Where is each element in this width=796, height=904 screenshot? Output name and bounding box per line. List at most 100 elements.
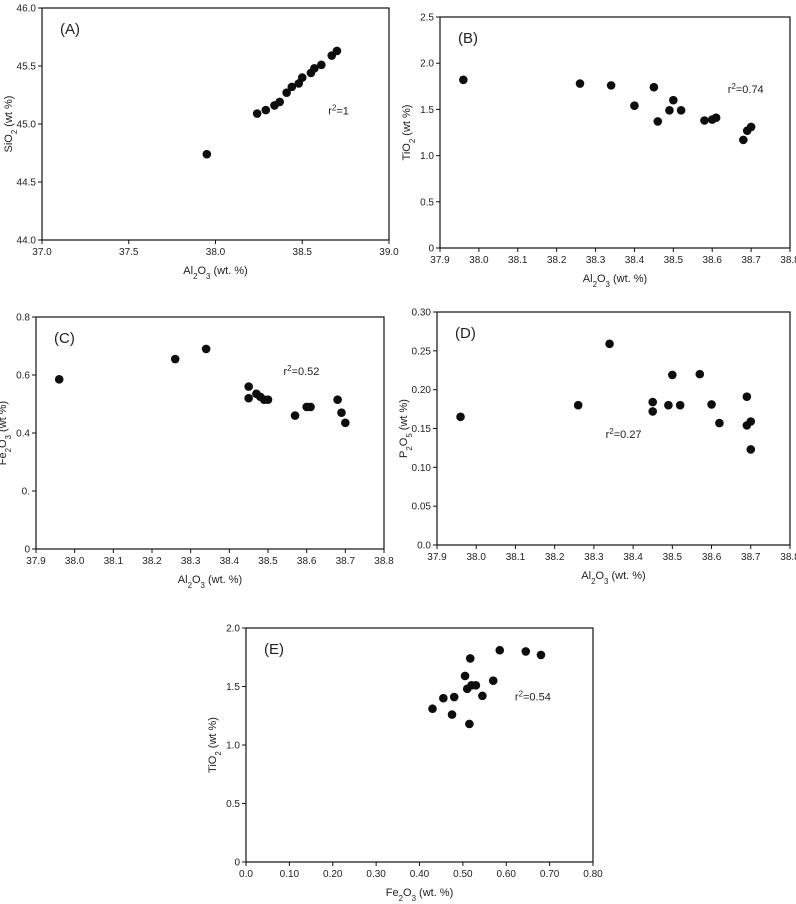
x-tick-label: 37.5 [119, 247, 139, 258]
r-squared-annotation: r2=1 [328, 103, 349, 118]
data-point [460, 671, 470, 681]
data-point [471, 681, 481, 690]
x-tick-label: 38.1 [508, 255, 528, 266]
panel-label: (B) [458, 30, 478, 47]
data-point [465, 654, 475, 663]
y-tick-label: 0.30 [412, 308, 432, 319]
scatter-panel-a: 37.0 37.5 38.0 38.5 39.0 44.0 44.5 45.0 45.5 46.0… [3, 4, 399, 281]
y-axis-title: TiO2 (wt %) [401, 105, 417, 161]
y-tick-label: 0.4 [16, 429, 30, 440]
panel-label: (D) [455, 325, 476, 342]
data-point [648, 407, 658, 416]
data-point [261, 105, 271, 115]
y-axis-title: SiO2 (wt %) [3, 96, 19, 153]
y-tick-label: 0. [22, 487, 30, 498]
data-point [606, 81, 616, 90]
y-axis-title: TiO2 (wt %) [207, 717, 223, 773]
x-axis-title: Fe2O3 (wt. %) [386, 887, 454, 903]
data-point [317, 60, 326, 70]
y-axis-title: Fe2O3 (wt %) [0, 401, 13, 465]
data-point [306, 402, 315, 412]
data-point [695, 369, 705, 379]
data-point [263, 395, 273, 404]
data-point [649, 82, 659, 92]
y-tick-label: 44.5 [17, 178, 37, 189]
data-point [707, 400, 716, 409]
data-point [459, 75, 468, 85]
data-point [456, 412, 465, 422]
data-point [536, 650, 546, 660]
x-tick-label: 38.4 [220, 556, 240, 567]
x-axis-title: Al2O3 (wt. %) [581, 570, 645, 586]
plot-frame [41, 7, 390, 241]
panel-label: (E) [264, 641, 284, 658]
data-point [244, 393, 253, 403]
data-point [742, 392, 752, 401]
x-axis-title: Al2O3 (wt. %) [178, 574, 242, 590]
x-tick-label: 0.80 [583, 869, 603, 880]
x-tick-label: 38.1 [104, 556, 124, 567]
r-squared-annotation: r2=0.74 [728, 81, 764, 96]
data-point [447, 710, 457, 719]
x-tick-label: 37.9 [26, 556, 46, 567]
y-tick-label: 1.5 [420, 105, 434, 116]
data-point [746, 122, 756, 132]
r-squared-annotation: r2=0.27 [606, 426, 642, 441]
x-tick-label: 0.30 [366, 869, 386, 880]
y-tick-label: 2.0 [420, 59, 434, 70]
x-tick-label: 38.5 [293, 247, 313, 258]
data-point [275, 97, 284, 107]
y-tick-label: 2.0 [226, 624, 240, 635]
y-tick-label: 0.0 [417, 541, 431, 552]
x-tick-label: 38.8 [780, 552, 796, 563]
scatter-panel-b: 37.9 38.0 38.1 38.2 38.3 38.4 38.5 38.6 38.7 38.8… [401, 13, 796, 289]
y-tick-label: 0.6 [16, 371, 30, 382]
x-tick-label: 38.7 [741, 552, 761, 563]
plot-frame [439, 16, 791, 249]
x-tick-label: 38.0 [466, 552, 486, 563]
data-point [341, 418, 350, 428]
data-point [676, 106, 686, 115]
y-tick-label: 0 [24, 545, 30, 556]
data-point [664, 400, 673, 410]
x-tick-label: 38.2 [545, 552, 565, 563]
x-tick-label: 0.40 [410, 869, 430, 880]
scatter-panel-e: 0.0 0.10 0.20 0.30 0.40 0.50 0.60 0.70 0.80 0 0.5 1… [207, 624, 603, 903]
x-tick-label: 38.2 [547, 255, 567, 266]
data-point [478, 691, 487, 701]
data-point [521, 647, 531, 656]
x-tick-label: 0.70 [540, 869, 560, 880]
x-tick-label: 38.6 [702, 255, 722, 266]
data-point [715, 418, 724, 428]
r-squared-annotation: r2=0.52 [283, 364, 319, 379]
y-tick-label: 0.20 [412, 385, 432, 396]
data-point [310, 64, 319, 73]
data-point [170, 354, 180, 364]
y-tick-label: 1.0 [226, 741, 240, 752]
data-point [290, 411, 300, 420]
data-point [201, 344, 211, 354]
y-tick-label: 45.5 [17, 62, 37, 73]
data-point [746, 445, 756, 454]
data-point [332, 46, 342, 56]
y-tick-label: 0.8 [16, 313, 30, 324]
x-tick-label: 38.3 [181, 556, 201, 567]
data-point [439, 693, 448, 703]
panel-label: (C) [54, 330, 75, 347]
data-point [287, 82, 297, 92]
r-squared-annotation: r2=0.54 [515, 689, 551, 704]
x-tick-label: 0.60 [497, 869, 517, 880]
x-tick-label: 0.50 [453, 869, 473, 880]
y-tick-label: 2.5 [420, 13, 434, 24]
x-tick-label: 38.1 [506, 552, 526, 563]
data-point [653, 117, 663, 126]
x-tick-label: 38.7 [741, 255, 761, 266]
data-point [669, 95, 678, 105]
x-tick-label: 37.9 [430, 255, 450, 266]
x-axis-title: Al2O3 (wt. %) [583, 273, 647, 289]
x-tick-label: 38.2 [142, 556, 162, 567]
data-point [202, 149, 212, 159]
y-tick-label: 44.0 [17, 236, 37, 247]
y-tick-label: 0.5 [226, 799, 240, 810]
